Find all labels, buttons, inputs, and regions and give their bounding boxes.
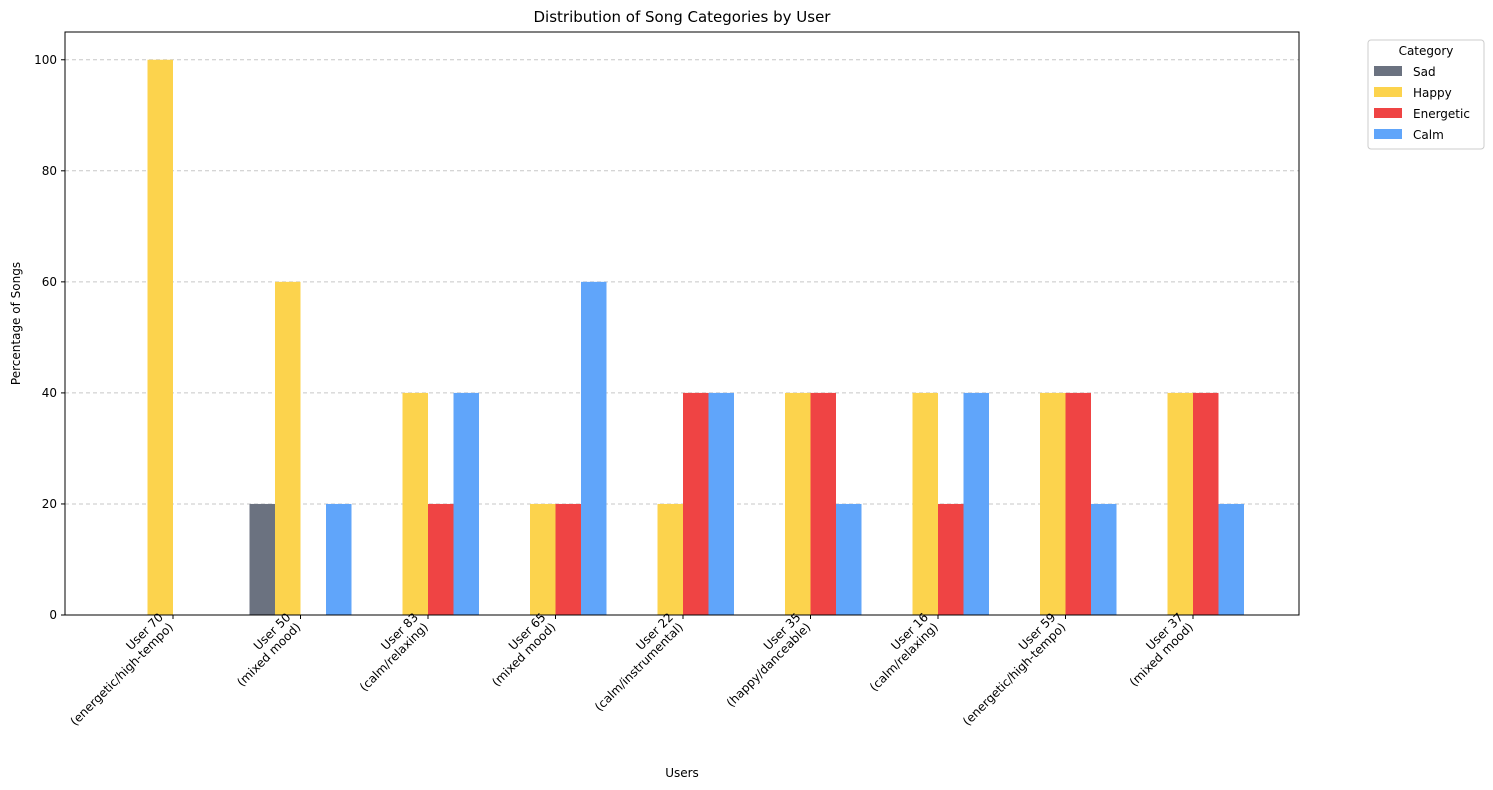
- legend-label-energetic: Energetic: [1413, 107, 1470, 121]
- chart-title: Distribution of Song Categories by User: [534, 8, 832, 26]
- legend-label-happy: Happy: [1413, 86, 1452, 100]
- bar-calm-8: [1218, 503, 1244, 615]
- bar-calm-1: [326, 503, 352, 615]
- y-tick-label: 60: [42, 275, 57, 289]
- bar-calm-5: [836, 503, 862, 615]
- bars-layer: [147, 59, 1244, 616]
- bar-happy-7: [1040, 392, 1066, 615]
- bar-energetic-7: [1065, 392, 1091, 615]
- bar-happy-6: [912, 392, 938, 615]
- legend-swatch-happy: [1374, 87, 1402, 97]
- y-tick-label: 0: [49, 608, 57, 622]
- legend: Category Sad Happy Energetic Calm: [1367, 39, 1485, 150]
- y-axis: 0 20 40 60 80 100: [34, 53, 65, 622]
- legend-swatch-energetic: [1374, 108, 1402, 118]
- bar-happy-8: [1167, 392, 1193, 615]
- bar-calm-3: [581, 281, 607, 615]
- bar-energetic-5: [810, 392, 836, 615]
- legend-label-calm: Calm: [1413, 128, 1444, 142]
- bar-energetic-6: [938, 503, 964, 615]
- legend-title: Category: [1399, 44, 1454, 58]
- legend-items: Sad Happy Energetic Calm: [1374, 65, 1470, 142]
- bar-energetic-3: [555, 503, 581, 615]
- bar-energetic-8: [1193, 392, 1219, 615]
- bar-calm-4: [708, 392, 734, 615]
- bar-calm-2: [453, 392, 479, 615]
- bar-calm-7: [1091, 503, 1117, 615]
- bar-happy-4: [657, 503, 683, 615]
- y-axis-label: Percentage of Songs: [9, 262, 23, 385]
- bar-happy-5: [785, 392, 811, 615]
- bar-energetic-4: [683, 392, 709, 615]
- y-tick-label: 80: [42, 164, 57, 178]
- bar-happy-3: [530, 503, 556, 615]
- y-tick-label: 20: [42, 497, 57, 511]
- legend-swatch-sad: [1374, 66, 1402, 76]
- bar-happy-2: [402, 392, 428, 615]
- plot-frame: [64, 31, 1300, 616]
- y-tick-label: 100: [34, 53, 57, 67]
- bar-happy-1: [275, 281, 301, 615]
- bar-sad-1: [249, 503, 275, 615]
- legend-label-sad: Sad: [1413, 65, 1436, 79]
- y-tick-label: 40: [42, 386, 57, 400]
- bar-energetic-2: [428, 503, 454, 615]
- legend-swatch-calm: [1374, 129, 1402, 139]
- x-axis-label: Users: [665, 766, 699, 780]
- bar-happy-0: [147, 59, 173, 616]
- bar-calm-6: [963, 392, 989, 615]
